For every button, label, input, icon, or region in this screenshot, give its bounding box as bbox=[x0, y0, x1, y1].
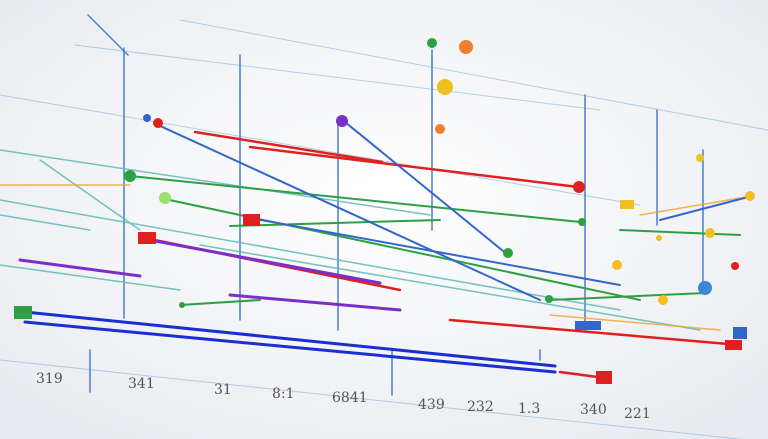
decorative-lines bbox=[0, 14, 768, 439]
axis-label: 31 bbox=[214, 382, 232, 398]
axis-label: 6841 bbox=[332, 390, 368, 406]
axis-label: 439 bbox=[418, 397, 445, 413]
axis-label: 232 bbox=[467, 399, 494, 415]
axis-label: 319 bbox=[36, 371, 63, 387]
axis-label: 1.3 bbox=[518, 401, 540, 417]
axis-label: 221 bbox=[624, 406, 651, 422]
decorative-markers bbox=[14, 38, 755, 384]
axis-label: 8:1 bbox=[272, 386, 295, 402]
axis-labels: 319 341 31 8:1 6841 439 232 1.3 340 221 bbox=[36, 371, 651, 422]
axis-label: 341 bbox=[128, 376, 155, 392]
axis-label: 340 bbox=[580, 402, 607, 418]
